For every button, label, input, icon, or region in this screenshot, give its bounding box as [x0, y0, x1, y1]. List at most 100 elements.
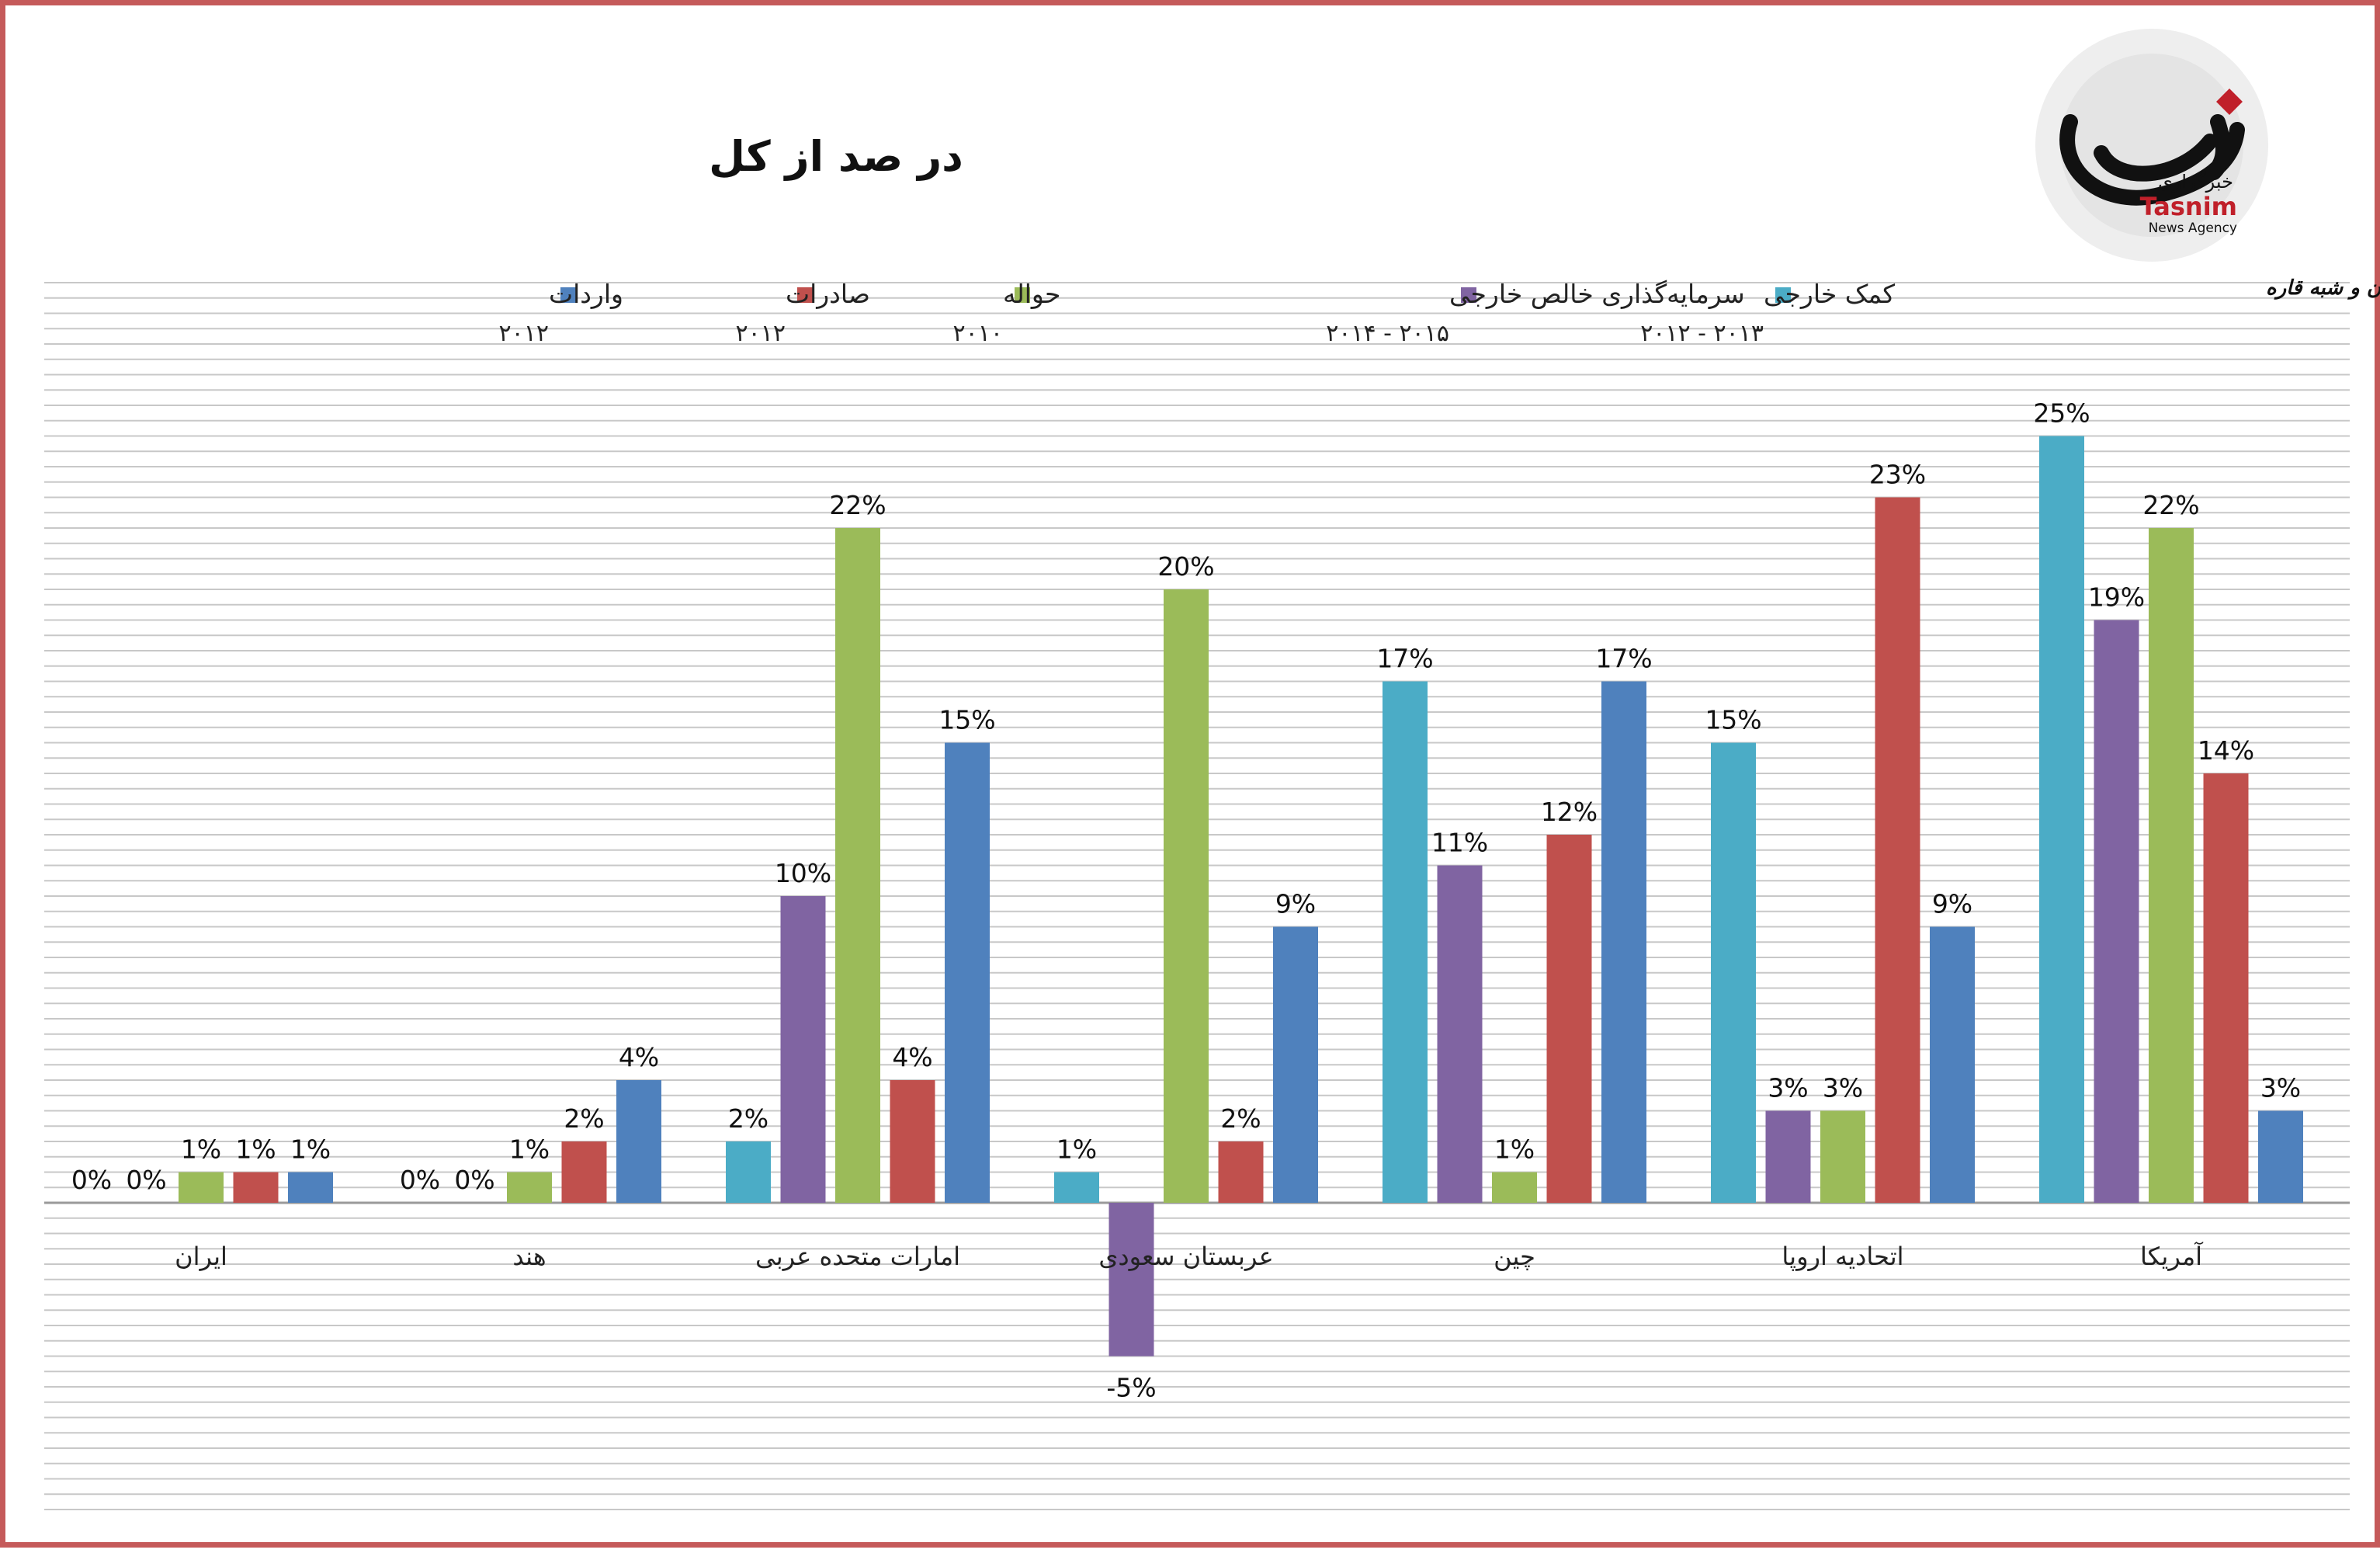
data-label: 1%: [1494, 1134, 1535, 1165]
legend-swatch: [1775, 287, 1791, 303]
data-label: 22%: [829, 490, 886, 520]
bars: [179, 436, 2303, 1357]
category-label: چین: [1494, 1242, 1535, 1271]
data-label: 19%: [2088, 582, 2145, 613]
bar: [1930, 926, 1975, 1203]
bar: [507, 1172, 552, 1203]
logo-agency-fa: خبرگزاری: [2158, 171, 2233, 193]
data-label: 1%: [1056, 1134, 1097, 1165]
category-label: ایران: [175, 1242, 227, 1271]
data-label: 0%: [71, 1165, 112, 1195]
category-label: هند: [512, 1242, 546, 1271]
data-label: 3%: [1823, 1073, 1863, 1103]
legend-swatch: [1015, 287, 1030, 303]
legend-series-name: سرمایه‌گذاری خالص خارجی: [1449, 279, 1745, 310]
data-label: 9%: [1275, 889, 1316, 919]
bar: [616, 1080, 661, 1203]
data-label: 0%: [400, 1165, 440, 1195]
tasnim-logo: خبرگزاری Tasnim News Agency دفتر منطقه‌ا…: [2035, 29, 2380, 300]
legend-series-period: ۲۰۱۲: [736, 320, 786, 347]
bar: [1218, 1141, 1264, 1203]
bar: [1820, 1110, 1865, 1203]
bar: [1383, 681, 1428, 1203]
data-label: 12%: [1541, 797, 1598, 827]
data-label: 2%: [1220, 1103, 1261, 1134]
category-labels: آمریکا اتحادیه اروپا چین عربستان سعودی امارا…: [175, 1241, 2204, 1271]
bar: [179, 1172, 224, 1203]
bar: [1711, 742, 1756, 1203]
data-label: -5%: [1106, 1373, 1156, 1403]
bar: [2039, 436, 2084, 1203]
data-label: 1%: [235, 1134, 276, 1165]
data-label: 22%: [2142, 490, 2199, 520]
data-label: 4%: [619, 1042, 659, 1072]
data-label: 1%: [509, 1134, 550, 1165]
data-label: 20%: [1157, 551, 1214, 582]
bar: [1601, 681, 1646, 1203]
bar: [2203, 773, 2249, 1203]
data-label: 10%: [775, 858, 831, 888]
bar: [561, 1141, 607, 1203]
bar: [1765, 1110, 1811, 1203]
category-label: عربستان سعودی: [1098, 1242, 1273, 1271]
legend-series-period: ۲۰۱۲: [499, 320, 549, 347]
data-label: 11%: [1431, 828, 1488, 858]
logo-agency-sub: News Agency: [2149, 221, 2237, 236]
bar: [2149, 528, 2194, 1203]
bar: [726, 1141, 771, 1203]
data-label: 2%: [728, 1103, 768, 1134]
data-label: 3%: [2260, 1073, 2301, 1103]
logo-calligraphy: [2059, 114, 2245, 206]
legend-series-period: ۲۰۱۴ - ۲۰۱۵: [1326, 320, 1449, 347]
value-labels: 25% 19% 22% 14% 3% 15% 3% 3% 23% 9% 17% 11% 1% 12% 17%…: [71, 398, 2301, 1403]
category-label: اتحادیه اروپا: [1782, 1242, 1903, 1271]
data-label: 17%: [1595, 644, 1652, 674]
data-label: 23%: [1869, 460, 1926, 490]
logo-office-caption: دفتر منطقه‌ای افغانستان، پاکستان و شبه ق…: [2266, 276, 2380, 300]
bar: [1108, 1203, 1154, 1357]
legend-series-name: حواله: [1003, 279, 1060, 309]
bar: [780, 896, 826, 1203]
data-label: 3%: [1768, 1073, 1808, 1103]
data-label: 4%: [892, 1042, 932, 1072]
category-label: امارات متحده عربی: [755, 1242, 960, 1271]
data-label: 1%: [181, 1134, 221, 1165]
bar: [1492, 1172, 1537, 1203]
bar: [890, 1080, 935, 1203]
bar: [835, 528, 880, 1203]
legend-series-name: کمک خارجی: [1764, 279, 1895, 309]
data-label: 0%: [454, 1165, 494, 1195]
bar: [1164, 589, 1209, 1203]
data-label: 1%: [290, 1134, 331, 1165]
data-label: 15%: [1705, 705, 1761, 735]
legend-swatch: [797, 287, 813, 303]
bar: [1546, 835, 1592, 1203]
bar: [945, 742, 990, 1203]
legend-swatch: [1461, 287, 1476, 303]
bar: [288, 1172, 333, 1203]
category-label: آمریکا: [2140, 1241, 2204, 1271]
data-label: 14%: [2198, 735, 2254, 766]
legend-series-name: واردات: [549, 279, 623, 309]
bar-chart: 25% 19% 22% 14% 3% 15% 3% 3% 23% 9% 17% 11% 1% 12% 17%…: [44, 29, 2380, 1510]
data-label: 15%: [938, 705, 995, 735]
bar: [1054, 1172, 1099, 1203]
bar: [1273, 926, 1318, 1203]
bar: [1437, 865, 1483, 1203]
bar: [2094, 620, 2139, 1203]
legend-series-name: صادرات: [786, 279, 870, 309]
logo-agency-en: Tasnim: [2140, 192, 2237, 221]
legend-swatch: [560, 287, 576, 303]
legend-series-period: ۲۰۱۲ - ۲۰۱۳: [1640, 320, 1764, 347]
bar: [1875, 497, 1920, 1203]
data-label: 25%: [2033, 398, 2090, 429]
chart-title: در صد از کل: [709, 132, 963, 181]
data-label: 17%: [1376, 644, 1433, 674]
data-label: 2%: [564, 1103, 604, 1134]
legend-series-period: ۲۰۱۰: [953, 320, 1003, 347]
bar: [2258, 1110, 2303, 1203]
data-label: 9%: [1932, 889, 1972, 919]
bar: [233, 1172, 279, 1203]
